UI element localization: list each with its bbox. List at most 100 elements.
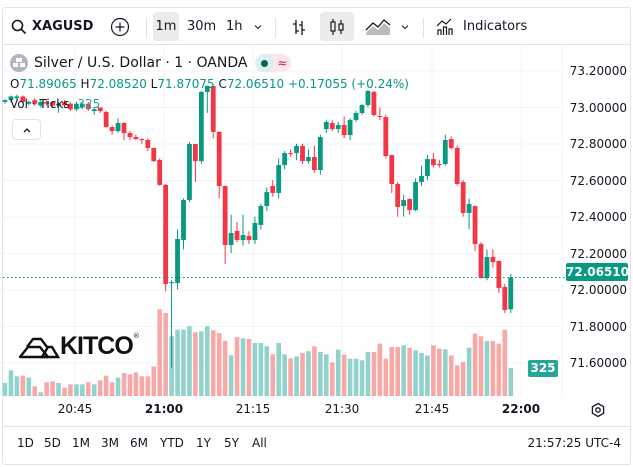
volume-bar (294, 356, 299, 396)
open-label: O (10, 77, 20, 91)
range-1y[interactable]: 1Y (196, 436, 211, 450)
volume-bar (210, 330, 216, 396)
area-style-button[interactable] (365, 12, 391, 41)
candle-body (294, 145, 299, 154)
symbol-label: XAGUSD (32, 19, 94, 34)
volume-bar (151, 366, 157, 396)
range-6m[interactable]: 6M (130, 436, 148, 450)
candle-body (371, 91, 377, 116)
volume-bar (133, 372, 139, 396)
candle-body (282, 153, 288, 166)
indicators-button[interactable]: Indicators (435, 12, 527, 41)
volume-bar (80, 384, 85, 396)
candle-body (204, 85, 210, 92)
range-5y[interactable]: 5Y (224, 436, 239, 450)
symbol-search[interactable]: XAGUSD (11, 12, 93, 41)
candle-body (187, 143, 192, 201)
candle-body (359, 105, 365, 114)
volume-bar (312, 346, 317, 396)
collapse-legend-button[interactable] (12, 119, 41, 140)
candle-body (484, 257, 490, 279)
open-value: 71.89065 (19, 77, 77, 91)
divider (3, 426, 630, 427)
candle-body (8, 96, 14, 101)
candle-body (323, 121, 329, 130)
candle-body (496, 261, 502, 288)
interval-30m[interactable]: 30m (187, 12, 216, 41)
market-status[interactable]: ≈ (255, 54, 292, 72)
volume-bar (157, 309, 162, 396)
candle-body (365, 91, 371, 106)
interval-dropdown[interactable] (253, 12, 263, 41)
volume-bar (401, 345, 406, 396)
volume-bar (109, 382, 115, 396)
time-tick: 21:00 (144, 402, 184, 416)
volume-bar (246, 338, 252, 396)
volume-bar (187, 326, 192, 396)
volume-bar (86, 382, 91, 396)
volume-bar (347, 358, 353, 396)
candle-body (169, 282, 174, 284)
volume-bar (508, 368, 514, 396)
clock[interactable]: 21:57:25 UTC-4 (527, 436, 621, 450)
volume-bar (478, 336, 484, 396)
candle-body (44, 101, 50, 104)
chart-style-dropdown[interactable] (400, 12, 410, 41)
volume-bar (139, 376, 145, 396)
time-tick: 20:45 (57, 402, 93, 416)
candle-body (216, 131, 222, 187)
volume-bar (413, 350, 418, 396)
candle-body (210, 85, 216, 132)
interval-1m[interactable]: 1m (153, 12, 179, 41)
candle-body (151, 147, 157, 162)
volume-bar (365, 351, 371, 396)
volume-bar (62, 387, 67, 396)
candle-body (306, 157, 311, 162)
candle-body (508, 277, 514, 310)
divider (146, 18, 147, 38)
range-5d[interactable]: 5D (44, 436, 61, 450)
close-label: C (218, 77, 227, 91)
interval-label: 1h (226, 19, 243, 34)
volume-bar (502, 329, 508, 396)
volume-bar (300, 352, 305, 396)
range-1m[interactable]: 1M (72, 436, 90, 450)
range-ytd[interactable]: YTD (160, 436, 184, 450)
volume-bar (496, 343, 502, 396)
last-volume-label: 325 (528, 360, 558, 377)
high-value: 72.08520 (89, 77, 147, 91)
bar-style-button[interactable] (290, 12, 308, 41)
indicators-icon (436, 18, 453, 35)
candle-body (222, 186, 228, 245)
volume-bar (335, 349, 341, 396)
candle-body (312, 157, 317, 171)
volume-bar (74, 384, 79, 396)
range-all[interactable]: All (252, 436, 267, 450)
range-3m[interactable]: 3M (101, 436, 119, 450)
candle-body (472, 206, 478, 245)
gear-icon (591, 402, 605, 418)
price-tick: 71.60000 (569, 356, 627, 370)
candle-body (377, 115, 383, 118)
price-chart[interactable] (0, 46, 633, 436)
candle-body (448, 139, 454, 148)
candle-body (20, 96, 26, 102)
volume-bar (443, 349, 448, 396)
compare-button[interactable] (110, 12, 130, 41)
volume-bar (199, 331, 204, 396)
candle-body (264, 192, 270, 207)
chart-settings-button[interactable] (590, 402, 606, 422)
candle-body (234, 230, 240, 241)
volume-bar (32, 386, 38, 396)
candle-body (395, 184, 401, 207)
candle-style-button[interactable] (320, 12, 354, 41)
range-1d[interactable]: 1D (17, 436, 34, 450)
interval-1h[interactable]: 1h (226, 12, 243, 41)
candle-body (407, 198, 412, 211)
volume-bar (353, 358, 359, 396)
ohlc-legend: O71.89065 H72.08520 L71.87075 C72.06510 … (10, 77, 409, 91)
volume-bar (121, 372, 127, 396)
volume-bar (425, 355, 430, 396)
candle-body (258, 206, 264, 225)
candle-body (246, 236, 252, 241)
